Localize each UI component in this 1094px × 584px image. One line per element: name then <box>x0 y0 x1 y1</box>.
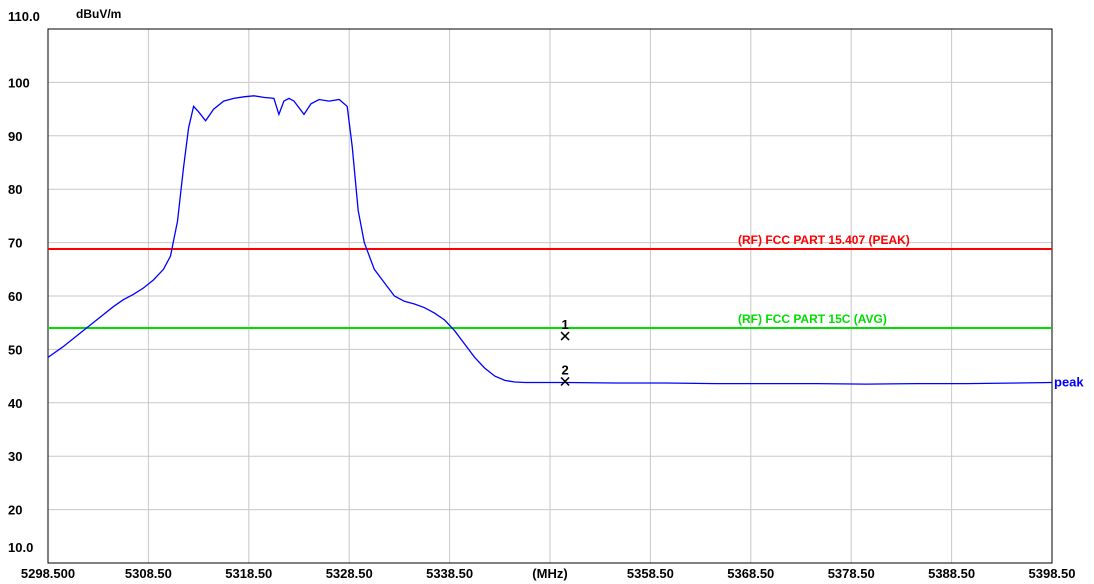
marker-2: 2 <box>560 362 570 386</box>
x-tick-label: 5388.50 <box>928 566 975 581</box>
y-tick-label: 70 <box>8 236 22 251</box>
x-tick-label: 5298.500 <box>21 566 75 581</box>
limit-line-label: (RF) FCC PART 15C (AVG) <box>738 312 887 326</box>
marker-label: 2 <box>561 362 568 377</box>
y-tick-label: 20 <box>8 503 22 518</box>
x-tick-label: 5308.50 <box>125 566 172 581</box>
y-tick-label: 100 <box>8 75 30 90</box>
x-tick-label: 5378.50 <box>828 566 875 581</box>
plot-frame <box>47 28 1053 564</box>
grid <box>48 29 1052 563</box>
x-tick-label: 5338.50 <box>426 566 473 581</box>
y-tick-label: 30 <box>8 449 22 464</box>
y-tick-label: 40 <box>8 396 22 411</box>
markers: 12 <box>560 317 570 386</box>
marker-1: 1 <box>560 317 570 341</box>
y-tick-label: 90 <box>8 129 22 144</box>
limit-lines: (RF) FCC PART 15.407 (PEAK) (RF) FCC PART… <box>48 233 1052 330</box>
x-tick-label: 5368.50 <box>727 566 774 581</box>
peak-trace <box>47 95 1053 385</box>
x-tick-label: 5318.50 <box>225 566 272 581</box>
marker-label: 1 <box>561 317 568 332</box>
y-axis-ticks: 110.0 100 90 80 70 60 50 40 30 20 10.0 <box>8 9 40 555</box>
y-tick-label: 50 <box>8 342 22 357</box>
x-axis-ticks: 5298.500 5308.50 5318.50 5328.50 5338.50 (MHz… <box>21 566 1076 581</box>
x-tick-label: 5358.50 <box>627 566 674 581</box>
y-axis-unit-label: dBuV/m <box>76 7 121 21</box>
series-label-peak: peak <box>1054 375 1084 390</box>
y-tick-label: 80 <box>8 182 22 197</box>
y-tick-label: 60 <box>8 289 22 304</box>
x-tick-label: 5328.50 <box>326 566 373 581</box>
y-tick-label: 110.0 <box>8 9 40 24</box>
x-axis-unit-label: (MHz) <box>532 566 567 581</box>
x-tick-label: 5398.50 <box>1029 566 1076 581</box>
limit-line-label: (RF) FCC PART 15.407 (PEAK) <box>738 233 910 247</box>
y-tick-label: 10.0 <box>8 540 33 555</box>
